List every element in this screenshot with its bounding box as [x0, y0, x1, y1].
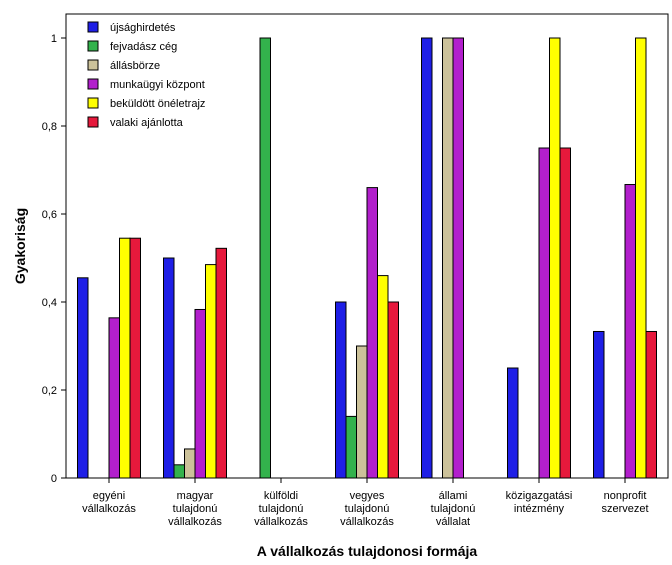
x-tick-label: tulajdonú [345, 503, 390, 515]
y-tick-label: 0 [51, 473, 57, 485]
legend-swatch [87, 40, 99, 52]
bar [108, 317, 120, 479]
bar [538, 147, 550, 479]
bar [377, 275, 389, 479]
bar [119, 237, 131, 479]
bar [335, 301, 347, 479]
x-tick-label: külföldi [264, 490, 298, 502]
legend-swatch [87, 78, 99, 90]
bar [421, 37, 433, 479]
x-tick-label: tulajdonú [259, 503, 304, 515]
bar [366, 187, 378, 479]
x-axis-title: A vállalkozás tulajdonosi formája [257, 543, 478, 559]
legend-label: beküldött önéletrajz [110, 98, 205, 110]
bar [549, 37, 561, 479]
x-tick-label: vállalkozás [254, 516, 308, 528]
bar [259, 37, 271, 479]
y-tick-label: 0,2 [42, 385, 57, 397]
x-tick-label: vállalkozás [82, 503, 136, 515]
bar [163, 257, 175, 479]
legend-swatch [87, 116, 99, 128]
x-tick-label: egyéni [93, 490, 125, 502]
bar [184, 448, 196, 479]
legend-label: újsághirdetés [110, 22, 176, 34]
bar [205, 264, 217, 479]
y-axis: 0 0,2 0,4 0,6 0,8 1 [42, 33, 66, 485]
x-tick-label: tulajdonú [173, 503, 218, 515]
bar [77, 277, 89, 479]
bar [593, 330, 605, 479]
x-tick-label: állami [439, 490, 468, 502]
x-tick-label: közigazgatási [506, 490, 573, 502]
x-tick-label: vállalkozás [168, 516, 222, 528]
bar [129, 237, 141, 479]
bar [635, 37, 647, 479]
x-tick-label: tulajdonú [431, 503, 476, 515]
y-tick-label: 0,6 [42, 209, 57, 221]
y-tick-label: 0,4 [42, 297, 57, 309]
x-tick-label: szervezet [601, 503, 648, 515]
bar [173, 464, 185, 479]
bar [356, 345, 368, 479]
bar [387, 301, 399, 479]
legend-swatch [87, 59, 99, 71]
x-tick-label: vállalkozás [340, 516, 394, 528]
y-tick-label: 1 [51, 33, 57, 45]
legend-swatch [87, 21, 99, 33]
x-axis: egyénivállalkozásmagyartulajdonúvállalko… [82, 478, 649, 528]
y-axis-title: Gyakoriság [12, 208, 28, 284]
bar [645, 330, 657, 479]
bar [215, 247, 227, 479]
bar [452, 37, 464, 479]
x-tick-label: intézmény [514, 503, 565, 515]
legend-label: állásbörze [110, 60, 160, 72]
y-tick-label: 0,8 [42, 121, 57, 133]
legend-label: fejvadász cég [110, 41, 177, 53]
legend-label: valaki ajánlotta [110, 117, 184, 129]
bar [345, 415, 357, 479]
bars-group [77, 37, 657, 479]
x-tick-label: nonprofit [604, 490, 647, 502]
x-tick-label: magyar [177, 490, 214, 502]
bar [507, 367, 519, 479]
legend-swatch [87, 97, 99, 109]
bar [559, 147, 571, 479]
x-tick-label: vegyes [350, 490, 385, 502]
bar [442, 37, 454, 479]
legend: újsághirdetés fejvadász cég állásbörze munk… [87, 21, 205, 129]
x-tick-label: vállalat [436, 516, 470, 528]
bar [194, 308, 206, 479]
bar [624, 184, 636, 479]
legend-label: munkaügyi központ [110, 79, 205, 91]
